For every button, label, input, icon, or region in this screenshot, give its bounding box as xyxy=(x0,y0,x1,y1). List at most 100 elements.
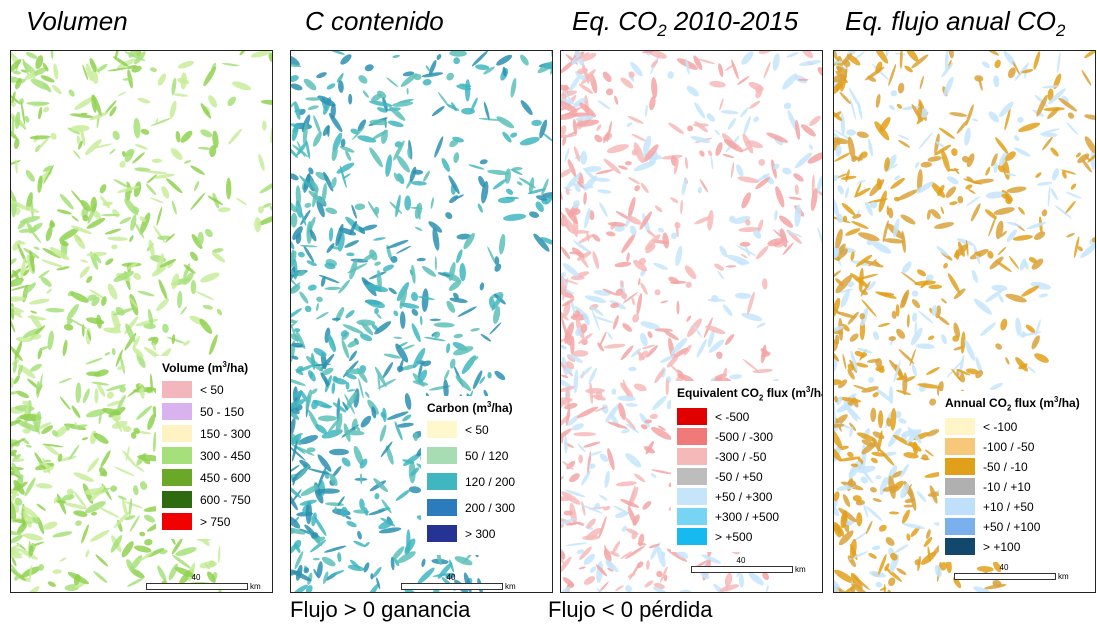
map-texture xyxy=(896,188,920,203)
map-texture xyxy=(206,94,219,109)
map-texture xyxy=(85,549,90,558)
map-texture xyxy=(629,225,638,237)
map-texture xyxy=(329,569,345,577)
map-texture xyxy=(897,82,905,94)
map-texture xyxy=(152,225,167,244)
map-texture xyxy=(128,234,134,242)
map-texture xyxy=(42,520,59,531)
legend-item: -100 / -50 xyxy=(945,438,1080,455)
legend-swatch xyxy=(945,418,975,435)
legend-swatch xyxy=(677,428,707,445)
map-texture xyxy=(414,226,422,232)
map-texture xyxy=(911,363,918,377)
legend-swatch xyxy=(162,513,192,530)
map-texture xyxy=(920,453,929,462)
map-texture xyxy=(71,215,80,223)
map-texture xyxy=(834,297,842,319)
map-texture xyxy=(509,131,518,138)
map-texture xyxy=(128,498,132,517)
map-texture xyxy=(58,192,75,210)
map-texture xyxy=(202,304,213,311)
map-texture xyxy=(269,205,273,212)
map-texture xyxy=(647,330,654,338)
map-texture xyxy=(51,84,63,96)
panel-title: Eq. CO2 2010-2015 xyxy=(572,6,798,41)
map-texture xyxy=(344,309,355,319)
map-panel: Volume (m3/ha)< 5050 - 150150 - 300300 -… xyxy=(10,50,273,593)
map-texture xyxy=(621,428,631,434)
map-texture xyxy=(911,312,917,322)
map-texture xyxy=(483,101,491,120)
map-texture xyxy=(384,445,395,466)
map-texture xyxy=(139,480,149,491)
map-texture xyxy=(300,245,317,248)
map-texture xyxy=(404,195,411,210)
map-texture xyxy=(981,60,991,69)
map-texture xyxy=(47,580,57,588)
map-texture xyxy=(112,269,135,284)
map-texture xyxy=(199,128,213,139)
map-texture xyxy=(202,65,218,87)
map-texture xyxy=(894,327,907,340)
text-part: Eq. flujo anual CO xyxy=(845,6,1056,36)
map-texture xyxy=(203,227,214,238)
map-texture xyxy=(834,491,841,503)
map-texture xyxy=(357,134,377,144)
map-texture xyxy=(1066,121,1080,136)
map-texture xyxy=(126,577,143,588)
map-texture xyxy=(320,555,337,568)
scale-label: 40 xyxy=(401,573,501,582)
map-texture xyxy=(1012,234,1033,242)
map-texture xyxy=(580,501,586,517)
map-texture xyxy=(227,128,243,146)
map-texture xyxy=(387,119,404,128)
map-texture xyxy=(740,191,753,210)
map-texture xyxy=(561,344,568,350)
map-texture xyxy=(714,129,721,136)
map-texture xyxy=(26,444,33,448)
map-texture xyxy=(705,112,716,124)
map-texture xyxy=(673,221,681,229)
text-part: Volume (m xyxy=(162,361,222,375)
map-texture xyxy=(667,121,685,135)
map-texture xyxy=(583,192,587,205)
map-texture xyxy=(754,245,770,261)
map-texture xyxy=(845,169,851,182)
map-texture xyxy=(918,132,934,151)
map-texture xyxy=(495,53,514,68)
map-texture xyxy=(631,297,636,306)
map-texture xyxy=(69,290,90,305)
map-texture xyxy=(1084,113,1096,121)
legend-label: > 750 xyxy=(200,515,230,529)
map-panel: Annual CO2 flux (m3/ha)< -100-100 / -50-… xyxy=(833,50,1096,593)
map-texture xyxy=(799,59,822,67)
map-texture xyxy=(780,72,799,92)
map-texture xyxy=(304,202,312,209)
map-texture xyxy=(80,259,89,263)
map-texture xyxy=(580,469,592,486)
map-texture xyxy=(331,382,335,394)
map-texture xyxy=(713,262,725,272)
legend-label: 200 / 300 xyxy=(465,501,515,515)
legend-swatch xyxy=(677,408,707,425)
map-texture xyxy=(104,257,114,266)
map-texture xyxy=(604,343,626,349)
map-texture xyxy=(887,64,897,87)
map-texture xyxy=(145,183,157,196)
map-texture xyxy=(150,117,171,127)
map-texture xyxy=(376,313,383,320)
map-texture xyxy=(739,242,750,247)
map-texture xyxy=(890,408,897,431)
map-texture xyxy=(897,139,910,149)
map-texture xyxy=(171,78,178,96)
text-part: Eq. CO xyxy=(572,6,657,36)
map-texture xyxy=(726,265,737,268)
legend-label: -50 / -10 xyxy=(983,460,1028,474)
map-texture xyxy=(459,263,466,282)
map-texture xyxy=(707,298,725,302)
map-texture xyxy=(582,535,600,541)
legend-label: 150 - 300 xyxy=(200,427,251,441)
map-texture xyxy=(189,192,206,211)
map-texture xyxy=(519,135,541,147)
map-texture xyxy=(989,381,1004,391)
